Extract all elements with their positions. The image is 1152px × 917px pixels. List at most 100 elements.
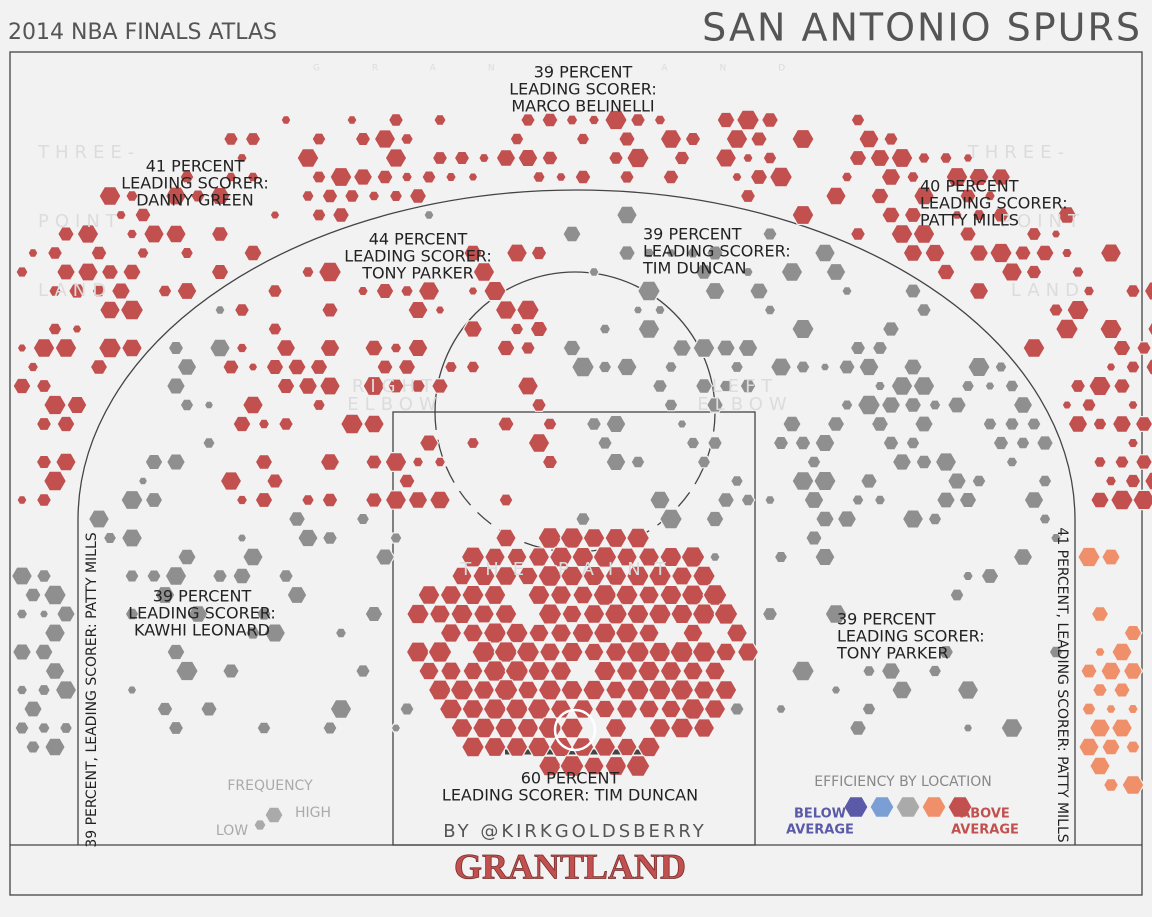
hex: [575, 512, 591, 526]
hex: [1055, 318, 1079, 340]
hex: [1038, 513, 1052, 525]
hex: [1088, 375, 1112, 397]
legend-hex: [895, 795, 921, 819]
hex: [483, 280, 507, 302]
hex: [365, 454, 383, 470]
hex: [120, 528, 144, 548]
hex: [400, 171, 414, 183]
hex: [384, 452, 408, 472]
hex: [881, 206, 901, 224]
hex: [862, 664, 876, 678]
hex: [224, 171, 238, 183]
hex: [68, 283, 86, 299]
hex: [585, 417, 603, 431]
hex: [927, 664, 943, 678]
hex: [267, 284, 283, 298]
hex: [1080, 663, 1098, 679]
hex: [593, 660, 617, 682]
hex: [156, 701, 174, 717]
hex: [312, 398, 326, 412]
hex: [647, 603, 673, 625]
hex: [718, 379, 734, 393]
hex: [43, 394, 67, 416]
hex: [960, 379, 976, 393]
hex: [692, 718, 716, 738]
hex: [494, 603, 518, 625]
hex: [505, 736, 529, 758]
hex: [934, 452, 958, 472]
hex: [1127, 703, 1139, 715]
zone-label: 39 PERCENT: [837, 610, 936, 629]
hex: [301, 494, 315, 506]
hex: [1092, 417, 1108, 431]
zone-label: KAWHI LEONARD: [134, 621, 270, 640]
hex: [144, 453, 164, 471]
hex: [694, 264, 714, 280]
hex: [493, 679, 519, 701]
hex: [254, 491, 274, 509]
hex: [684, 131, 702, 147]
hex: [1127, 400, 1139, 410]
hex: [982, 417, 998, 431]
hex: [210, 226, 230, 242]
hex: [462, 320, 484, 338]
hex: [541, 454, 559, 470]
hex: [478, 152, 490, 164]
hex: [939, 152, 953, 164]
hex: [1114, 455, 1130, 469]
zone-label: DANNY GREEN: [136, 191, 253, 210]
hex: [838, 359, 856, 375]
hex: [34, 643, 54, 661]
hex: [210, 263, 230, 281]
hex: [301, 190, 315, 202]
zone-label: TONY PARKER: [836, 644, 949, 663]
hex: [903, 206, 923, 224]
hex: [735, 109, 761, 131]
hex: [603, 603, 629, 625]
hex: [680, 698, 706, 720]
hex: [1104, 475, 1118, 487]
hex: [37, 683, 51, 697]
hex: [1111, 415, 1133, 433]
hex: [840, 171, 854, 183]
hex: [1081, 398, 1097, 412]
hex: [615, 661, 639, 681]
hex: [427, 679, 453, 701]
hex: [583, 756, 605, 776]
brand: GRANTLAND: [454, 846, 686, 886]
hex: [1121, 774, 1145, 796]
hex: [505, 243, 529, 263]
hex: [956, 680, 980, 700]
hex: [637, 280, 661, 302]
hex: [143, 224, 165, 244]
hex: [428, 604, 452, 624]
hex: [43, 623, 67, 643]
hex: [528, 623, 550, 643]
hex: [494, 717, 518, 739]
hex: [445, 171, 457, 183]
hex: [278, 417, 294, 431]
hex: [1000, 262, 1024, 282]
hex: [1113, 682, 1131, 698]
hex: [604, 718, 628, 738]
hex: [467, 172, 479, 182]
hex: [242, 395, 264, 415]
hex: [626, 603, 650, 625]
hex: [200, 701, 218, 717]
hex: [317, 261, 343, 283]
hex: [38, 609, 50, 619]
hex: [736, 642, 760, 662]
hex: [119, 299, 145, 321]
hex: [125, 228, 139, 240]
hex: [530, 245, 548, 261]
hex: [680, 546, 706, 568]
hex: [322, 721, 338, 735]
hex: [989, 242, 1013, 264]
hex: [472, 680, 496, 700]
hex: [311, 208, 327, 222]
hex: [286, 585, 308, 605]
hex: [15, 684, 29, 696]
hex: [496, 339, 516, 357]
hex: [482, 698, 508, 720]
hex: [794, 435, 812, 451]
